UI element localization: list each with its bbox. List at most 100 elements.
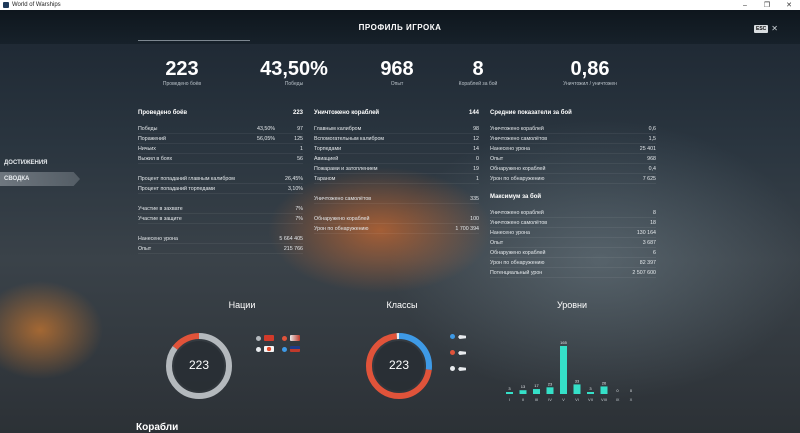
row-value: 19 [473, 166, 479, 172]
row-value: 335 [470, 196, 479, 202]
kpi-label: Кораблей за бой [458, 81, 498, 87]
row-value: 6 [653, 250, 656, 256]
row-label: Нанесено урона [138, 236, 178, 242]
row-value: 968 [647, 156, 656, 162]
section-header: Уничтожено кораблей 144 [314, 110, 479, 120]
row-label: Ничьих [138, 146, 156, 152]
section-title: Уничтожено кораблей [314, 110, 380, 116]
table-row: Поражений 56,05% 125 [138, 134, 303, 144]
row-value: 97 [297, 126, 303, 132]
tier-tick-label: V [562, 397, 565, 402]
donut-slice-2[interactable] [366, 333, 432, 399]
page-header: ПРОФИЛЬ ИГРОКА ESC ✕ [0, 10, 800, 44]
row-value: 7% [295, 216, 303, 222]
tier-bar[interactable] [573, 384, 581, 394]
close-window-button[interactable]: ✕ [786, 2, 792, 9]
tier-bar-value: 0 [630, 388, 633, 393]
classes-donut-chart [366, 333, 432, 399]
table-row: Пожарами и затоплением 19 [314, 164, 479, 174]
table-row: Уничтожено кораблей 0,6 [490, 124, 656, 134]
tier-bar[interactable] [600, 386, 608, 394]
row-label: Уничтожено кораблей [490, 126, 544, 132]
section-header: Максимум за бой [490, 194, 656, 204]
row-label: Победы [138, 126, 158, 132]
donut-slice-2[interactable] [166, 333, 232, 399]
tier-tick-label: VII [588, 397, 593, 402]
battles-section: Проведено боёв 223 Победы 43,50% 97 Пораже… [138, 110, 303, 254]
row-label: Нанесено урона [490, 230, 530, 236]
row-percent: 56,05% [257, 136, 275, 142]
sidebar: ДОСТИЖЕНИЯ СВОДКА [0, 156, 80, 188]
table-row: Урон по обнаружению 7 625 [490, 174, 656, 184]
row-value: 7 625 [642, 176, 656, 182]
row-label: Опыт [138, 246, 152, 252]
row-value: 1,5 [648, 136, 656, 142]
legend-dot [256, 336, 261, 341]
tier-bar[interactable] [587, 392, 594, 394]
table-row: Процент попаданий главным калибром 26,45% [138, 174, 303, 184]
kpi-label: Опыт [390, 81, 404, 87]
tier-bar[interactable] [506, 392, 513, 394]
divider [138, 40, 250, 41]
row-label: Пожарами и затоплением [314, 166, 378, 172]
row-label: Вспомогательным калибром [314, 136, 385, 142]
nations-center-value: 223 [188, 358, 210, 372]
row-value: 25 401 [639, 146, 656, 152]
tier-tick-label: II [522, 397, 524, 402]
section-title: Средние показатели за бой [490, 110, 572, 116]
row-value: 125 [294, 136, 303, 142]
kpi-ships-per-battle: 8 Кораблей за бой [418, 58, 538, 87]
table-row: Обнаружено кораблей 0,4 [490, 164, 656, 174]
donut-hole [374, 341, 424, 391]
row-percent: 43,50% [257, 126, 275, 132]
sidebar-item-achievements[interactable]: ДОСТИЖЕНИЯ [4, 160, 48, 166]
row-value: 1 700 394 [455, 226, 479, 232]
row-label: Уничтожено самолётов [490, 220, 548, 226]
close-icon[interactable]: ✕ [771, 24, 778, 33]
donut-slice-3[interactable] [366, 333, 432, 399]
table-row: Опыт 3 687 [490, 238, 656, 248]
close-profile-button[interactable]: ESC ✕ [754, 24, 778, 33]
tier-bar[interactable] [546, 387, 554, 394]
legend-dot [282, 347, 288, 352]
minimize-button[interactable]: – [743, 1, 747, 9]
tier-bar-value: 17 [534, 383, 539, 388]
flag-icon [290, 346, 301, 352]
row-label: Опыт [490, 156, 504, 162]
tier-tick-label: I [509, 397, 510, 402]
ship-icon [458, 351, 466, 355]
row-value: 1 [476, 176, 479, 182]
row-label: Процент попаданий торпедами [138, 186, 216, 192]
kpi-value: 968 [380, 58, 414, 80]
flag-icon [264, 335, 274, 341]
kpi-label: Проведено боёв [162, 81, 202, 87]
maximize-button[interactable]: ❐ [763, 2, 771, 9]
tier-bar[interactable] [533, 389, 540, 394]
tier-tick-label: VIII [601, 397, 607, 402]
legend-dot [450, 366, 455, 371]
sidebar-item-summary[interactable]: СВОДКА [0, 172, 80, 186]
table-row: Авиацией 0 [314, 154, 479, 164]
row-label: Процент попаданий главным калибром [138, 176, 235, 182]
row-label: Урон по обнаружению [490, 176, 545, 182]
kpi-value: 223 [165, 58, 199, 80]
nations-legend [256, 335, 303, 357]
section-header: Средние показатели за бой [490, 110, 656, 120]
tier-bar-value: 33 [575, 378, 580, 383]
kpi-battles: 223 Проведено боёв [122, 58, 242, 87]
tier-bar[interactable] [519, 390, 527, 394]
ship-icon [458, 335, 466, 339]
table-row: Уничтожено кораблей 8 [490, 208, 656, 218]
row-value: 0 [476, 156, 479, 162]
row-label: Уничтожено самолётов [314, 196, 372, 202]
ships-section-heading: Корабли [136, 422, 179, 433]
kpi-label: Победы [284, 81, 304, 87]
row-value: 0,4 [648, 166, 656, 172]
table-row: Главным калибром 98 [314, 124, 479, 134]
table-row: Процент попаданий торпедами 3,10% [138, 184, 303, 194]
section-total: 223 [292, 110, 303, 116]
averages-section: Средние показатели за бой Уничтожено кор… [490, 110, 656, 278]
tier-bar[interactable] [560, 346, 567, 394]
row-value: 1 [300, 146, 303, 152]
donut-hole [174, 341, 224, 391]
